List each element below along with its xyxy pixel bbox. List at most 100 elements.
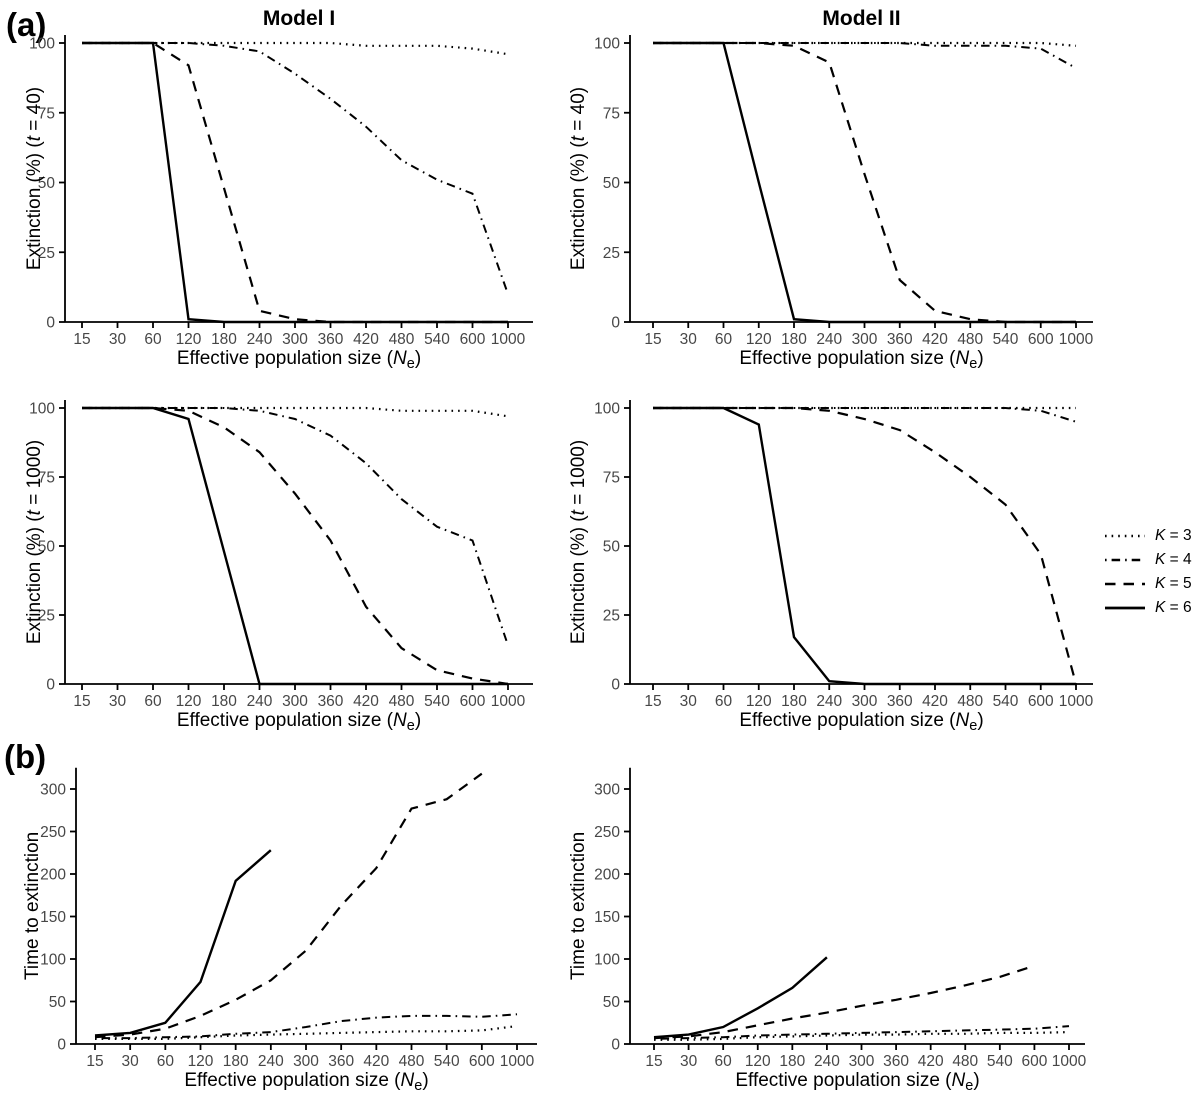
svg-text:600: 600 — [460, 693, 486, 710]
svg-text:600: 600 — [460, 331, 486, 348]
svg-text:540: 540 — [434, 1053, 460, 1070]
svg-text:540: 540 — [424, 331, 450, 348]
svg-text:1000: 1000 — [491, 331, 526, 348]
legend-label-k5: K = 5 — [1155, 575, 1192, 592]
svg-text:300: 300 — [282, 331, 308, 348]
svg-text:180: 180 — [779, 1053, 805, 1070]
svg-text:1000: 1000 — [1059, 693, 1094, 710]
legend-label-k4: K = 4 — [1155, 551, 1192, 568]
svg-text:25: 25 — [603, 608, 620, 625]
svg-text:600: 600 — [1028, 331, 1054, 348]
svg-text:Time to extinction: Time to extinction — [22, 832, 43, 980]
svg-text:60: 60 — [144, 331, 162, 348]
svg-text:250: 250 — [40, 824, 66, 841]
svg-text:360: 360 — [887, 331, 913, 348]
svg-text:480: 480 — [389, 693, 415, 710]
svg-text:30: 30 — [122, 1053, 140, 1070]
svg-text:540: 540 — [424, 693, 450, 710]
svg-text:120: 120 — [746, 693, 772, 710]
svg-text:15: 15 — [645, 1053, 662, 1070]
svg-text:1000: 1000 — [1059, 331, 1094, 348]
svg-text:300: 300 — [852, 693, 878, 710]
svg-text:60: 60 — [715, 1053, 733, 1070]
svg-text:250: 250 — [594, 824, 620, 841]
svg-text:100: 100 — [29, 401, 55, 418]
svg-text:420: 420 — [353, 693, 379, 710]
svg-text:15: 15 — [644, 331, 661, 348]
svg-text:Time to extinction: Time to extinction — [568, 832, 589, 980]
svg-text:100: 100 — [594, 401, 620, 418]
svg-text:480: 480 — [957, 693, 983, 710]
svg-text:60: 60 — [144, 693, 162, 710]
svg-text:240: 240 — [247, 693, 273, 710]
svg-text:0: 0 — [46, 315, 55, 332]
svg-text:Model I: Model I — [263, 7, 335, 30]
svg-text:0: 0 — [611, 1037, 620, 1054]
svg-text:300: 300 — [852, 331, 878, 348]
svg-text:Extinction (%) (t = 40): Extinction (%) (t = 40) — [24, 87, 45, 270]
svg-text:0: 0 — [57, 1037, 66, 1054]
legend-label-k6: K = 6 — [1155, 599, 1192, 616]
svg-text:180: 180 — [211, 331, 237, 348]
svg-text:480: 480 — [952, 1053, 978, 1070]
svg-text:Extinction (%) (t = 40): Extinction (%) (t = 40) — [568, 87, 589, 270]
svg-text:15: 15 — [644, 693, 661, 710]
chart-time-extinction-model2: 0 50 100 150 200 250 300 15 30 60 120 180 240 300 360 4… — [560, 745, 1200, 1099]
svg-text:30: 30 — [680, 1053, 698, 1070]
svg-text:30: 30 — [680, 693, 698, 710]
svg-text:600: 600 — [469, 1053, 495, 1070]
chart-extinction-model2-t40: 0 25 50 75 100 15 30 60 120 180 240 300 360 420 480 540… — [560, 0, 1200, 373]
svg-text:600: 600 — [1021, 1053, 1047, 1070]
svg-text:300: 300 — [594, 782, 620, 799]
svg-text:100: 100 — [594, 36, 620, 53]
svg-text:120: 120 — [188, 1053, 214, 1070]
svg-text:540: 540 — [987, 1053, 1013, 1070]
svg-text:100: 100 — [29, 36, 55, 53]
svg-text:120: 120 — [745, 1053, 771, 1070]
svg-text:300: 300 — [293, 1053, 319, 1070]
svg-text:420: 420 — [363, 1053, 389, 1070]
svg-text:75: 75 — [38, 470, 55, 487]
svg-text:Effective population size (Ne): Effective population size (Ne) — [739, 710, 983, 734]
svg-text:Extinction (%) (t = 1000): Extinction (%) (t = 1000) — [568, 440, 589, 644]
svg-text:420: 420 — [918, 1053, 944, 1070]
svg-text:420: 420 — [922, 693, 948, 710]
svg-text:Effective population size (Ne): Effective population size (Ne) — [739, 348, 983, 368]
svg-text:60: 60 — [157, 1053, 175, 1070]
svg-text:300: 300 — [282, 693, 308, 710]
svg-text:0: 0 — [611, 315, 620, 332]
legend-item-k5: K = 5 — [1103, 572, 1200, 596]
svg-text:0: 0 — [611, 677, 620, 694]
svg-text:200: 200 — [40, 867, 66, 884]
chart-extinction-model1-t40: 0 25 50 75 100 15 30 60 120 180 240 300 360 420 480 540… — [0, 0, 560, 373]
svg-text:480: 480 — [399, 1053, 425, 1070]
legend-line-dotdash-icon — [1105, 558, 1145, 562]
svg-text:180: 180 — [781, 331, 807, 348]
svg-text:75: 75 — [38, 105, 55, 122]
svg-text:150: 150 — [40, 909, 66, 926]
svg-text:50: 50 — [603, 539, 621, 556]
legend-item-k4: K = 4 — [1103, 548, 1200, 572]
svg-text:360: 360 — [318, 693, 344, 710]
panel-b-label: (b) — [4, 738, 47, 775]
svg-text:120: 120 — [176, 331, 202, 348]
svg-text:240: 240 — [247, 331, 273, 348]
svg-text:100: 100 — [594, 952, 620, 969]
svg-text:240: 240 — [258, 1053, 284, 1070]
svg-text:Effective population size (Ne): Effective population size (Ne) — [177, 348, 421, 368]
svg-text:15: 15 — [73, 693, 90, 710]
svg-text:60: 60 — [715, 331, 733, 348]
svg-text:0: 0 — [46, 677, 55, 694]
svg-text:360: 360 — [887, 693, 913, 710]
svg-text:200: 200 — [594, 867, 620, 884]
svg-text:540: 540 — [993, 331, 1019, 348]
svg-text:240: 240 — [816, 331, 842, 348]
chart-time-extinction-model1: 0 50 100 150 200 250 300 15 30 60 120 180 240 300 360 4… — [0, 745, 560, 1099]
svg-text:180: 180 — [211, 693, 237, 710]
svg-text:600: 600 — [1028, 693, 1054, 710]
chart-extinction-model1-t1000: 0 25 50 75 100 15 30 60 120 180 240 300 360 420 480 540… — [0, 368, 560, 741]
svg-text:Effective population size (Ne): Effective population size (Ne) — [735, 1070, 979, 1094]
svg-text:25: 25 — [603, 245, 620, 262]
svg-text:1000: 1000 — [491, 693, 526, 710]
